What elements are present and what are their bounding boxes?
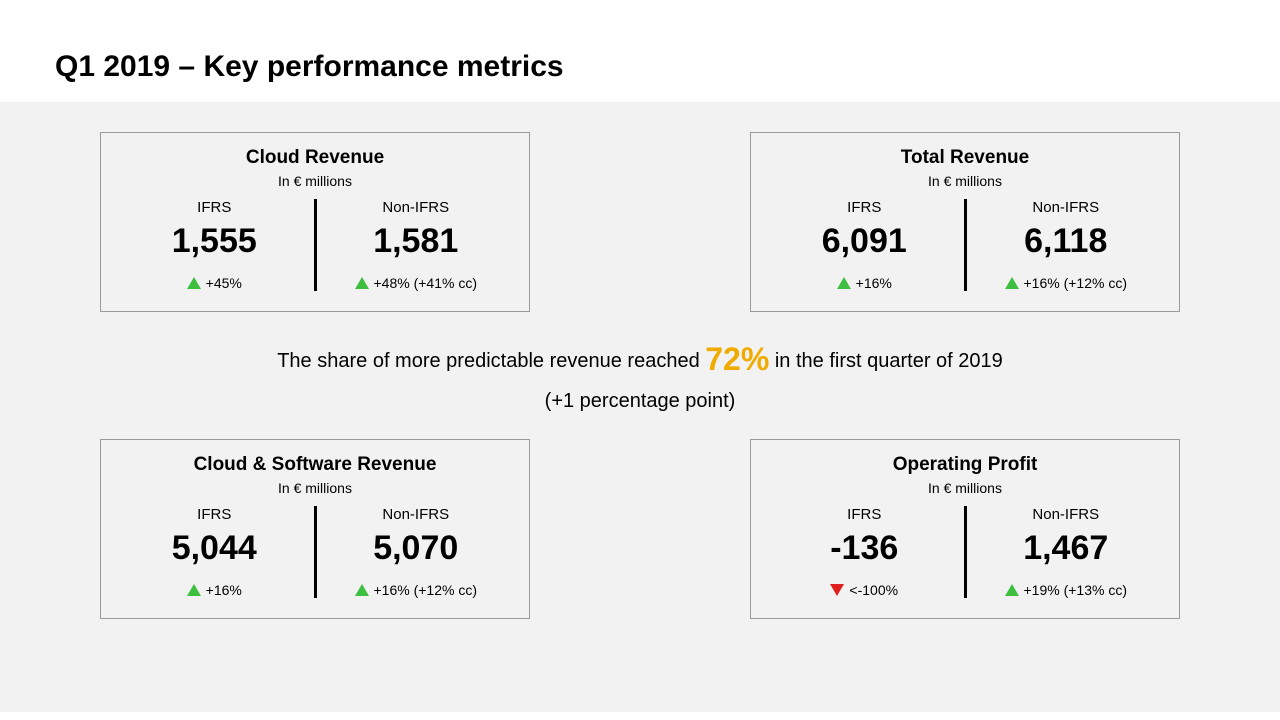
triangle-up-icon bbox=[187, 584, 201, 596]
metric-value: 1,467 bbox=[983, 529, 1150, 568]
delta-text: <-100% bbox=[849, 582, 898, 598]
delta-text: +16% bbox=[856, 275, 892, 291]
metric-value: -136 bbox=[781, 529, 948, 568]
card-sub: In € millions bbox=[121, 480, 509, 496]
triangle-up-icon bbox=[1005, 584, 1019, 596]
metrics: IFRS 6,091 +16% Non-IFRS 6,118 +16% (+12… bbox=[771, 199, 1159, 291]
card-title: Cloud Revenue bbox=[121, 147, 509, 169]
metric-delta: +16% (+12% cc) bbox=[333, 582, 500, 598]
delta-text: +16% (+12% cc) bbox=[374, 582, 478, 598]
metrics: IFRS 5,044 +16% Non-IFRS 5,070 +16% (+12… bbox=[121, 506, 509, 598]
divider bbox=[314, 199, 317, 291]
row-top: Cloud Revenue In € millions IFRS 1,555 +… bbox=[100, 132, 1180, 312]
mid-big: 72% bbox=[705, 341, 769, 377]
triangle-up-icon bbox=[1005, 277, 1019, 289]
delta-text: +48% (+41% cc) bbox=[374, 275, 478, 291]
delta-text: +19% (+13% cc) bbox=[1024, 582, 1128, 598]
metric-delta: +19% (+13% cc) bbox=[983, 582, 1150, 598]
card-total-revenue: Total Revenue In € millions IFRS 6,091 +… bbox=[750, 132, 1180, 312]
metric-label: Non-IFRS bbox=[983, 506, 1150, 523]
delta-text: +16% bbox=[206, 582, 242, 598]
metric-non-ifrs: Non-IFRS 1,581 +48% (+41% cc) bbox=[323, 199, 510, 291]
metric-non-ifrs: Non-IFRS 6,118 +16% (+12% cc) bbox=[973, 199, 1160, 291]
metric-non-ifrs: Non-IFRS 5,070 +16% (+12% cc) bbox=[323, 506, 510, 598]
divider bbox=[964, 506, 967, 598]
metric-delta: +16% bbox=[131, 582, 298, 598]
metric-label: Non-IFRS bbox=[983, 199, 1150, 216]
metric-label: IFRS bbox=[131, 199, 298, 216]
card-title: Operating Profit bbox=[771, 454, 1159, 476]
metric-value: 5,070 bbox=[333, 529, 500, 568]
metrics: IFRS 1,555 +45% Non-IFRS 1,581 +48% (+41… bbox=[121, 199, 509, 291]
metrics: IFRS -136 <-100% Non-IFRS 1,467 +19% (+1… bbox=[771, 506, 1159, 598]
divider bbox=[964, 199, 967, 291]
metric-label: Non-IFRS bbox=[333, 199, 500, 216]
triangle-up-icon bbox=[355, 584, 369, 596]
card-cloud-revenue: Cloud Revenue In € millions IFRS 1,555 +… bbox=[100, 132, 530, 312]
metric-value: 1,555 bbox=[131, 222, 298, 261]
triangle-up-icon bbox=[355, 277, 369, 289]
card-sub: In € millions bbox=[771, 480, 1159, 496]
delta-text: +45% bbox=[206, 275, 242, 291]
metric-delta: +48% (+41% cc) bbox=[333, 275, 500, 291]
metric-delta: +16% bbox=[781, 275, 948, 291]
mid-line2: (+1 percentage point) bbox=[545, 390, 736, 412]
content-area: Cloud Revenue In € millions IFRS 1,555 +… bbox=[0, 102, 1280, 712]
delta-text: +16% (+12% cc) bbox=[1024, 275, 1128, 291]
metric-label: Non-IFRS bbox=[333, 506, 500, 523]
metric-ifrs: IFRS 5,044 +16% bbox=[121, 506, 308, 598]
card-title: Cloud & Software Revenue bbox=[121, 454, 509, 476]
triangle-up-icon bbox=[187, 277, 201, 289]
page-title: Q1 2019 – Key performance metrics bbox=[55, 50, 1280, 84]
metric-value: 6,118 bbox=[983, 222, 1150, 261]
card-sub: In € millions bbox=[121, 173, 509, 189]
row-bottom: Cloud & Software Revenue In € millions I… bbox=[100, 439, 1180, 619]
card-sub: In € millions bbox=[771, 173, 1159, 189]
card-cloud-software: Cloud & Software Revenue In € millions I… bbox=[100, 439, 530, 619]
metric-value: 6,091 bbox=[781, 222, 948, 261]
metric-ifrs: IFRS 6,091 +16% bbox=[771, 199, 958, 291]
card-title: Total Revenue bbox=[771, 147, 1159, 169]
mid-pre: The share of more predictable revenue re… bbox=[277, 350, 705, 372]
mid-text: The share of more predictable revenue re… bbox=[100, 334, 1180, 417]
triangle-down-icon bbox=[830, 584, 844, 596]
triangle-up-icon bbox=[837, 277, 851, 289]
metric-value: 5,044 bbox=[131, 529, 298, 568]
card-operating-profit: Operating Profit In € millions IFRS -136… bbox=[750, 439, 1180, 619]
mid-post: in the first quarter of 2019 bbox=[769, 350, 1002, 372]
header: Q1 2019 – Key performance metrics bbox=[0, 0, 1280, 102]
metric-delta: <-100% bbox=[781, 582, 948, 598]
metric-label: IFRS bbox=[781, 199, 948, 216]
metric-ifrs: IFRS 1,555 +45% bbox=[121, 199, 308, 291]
metric-value: 1,581 bbox=[333, 222, 500, 261]
metric-ifrs: IFRS -136 <-100% bbox=[771, 506, 958, 598]
metric-label: IFRS bbox=[781, 506, 948, 523]
metric-delta: +16% (+12% cc) bbox=[983, 275, 1150, 291]
divider bbox=[314, 506, 317, 598]
metric-label: IFRS bbox=[131, 506, 298, 523]
metric-delta: +45% bbox=[131, 275, 298, 291]
metric-non-ifrs: Non-IFRS 1,467 +19% (+13% cc) bbox=[973, 506, 1160, 598]
